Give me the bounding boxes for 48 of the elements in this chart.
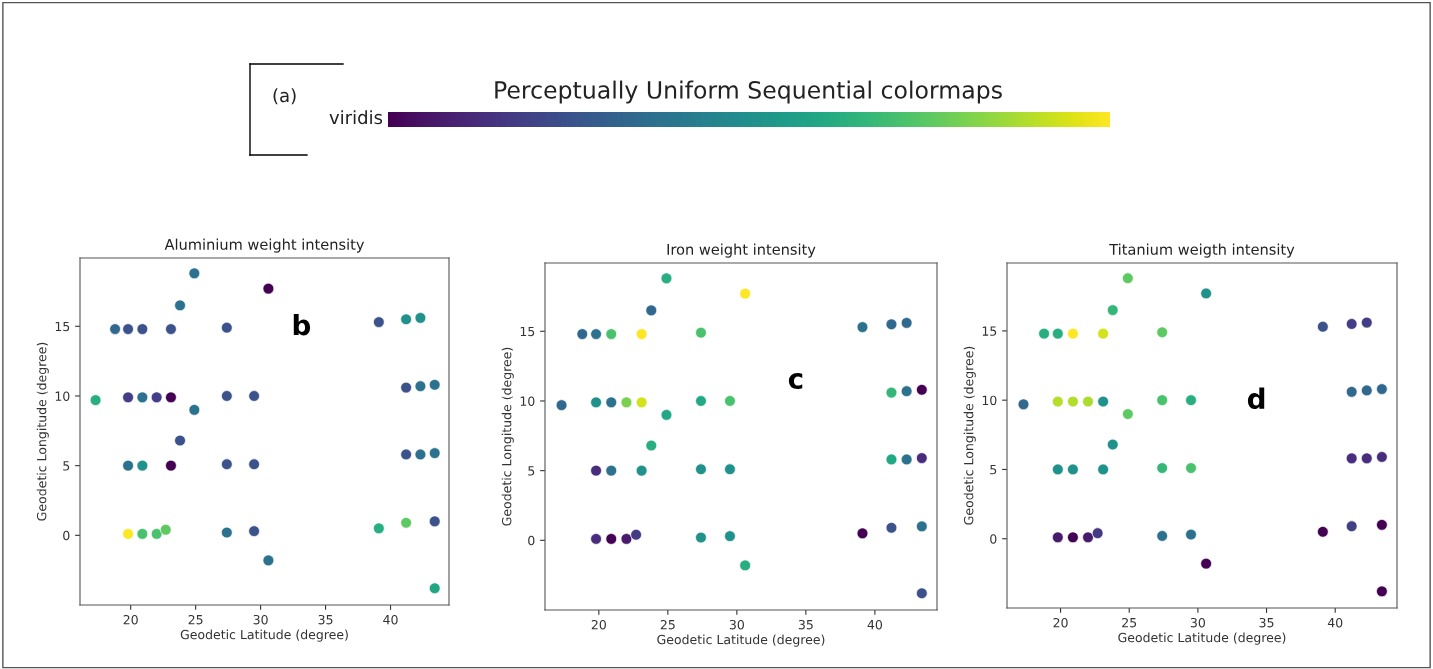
text: Perceptually Uniform Sequential colormaps xyxy=(495,80,1002,104)
x-tick-label: 20 xyxy=(1053,617,1068,628)
y-tick-label: 15 xyxy=(520,326,535,337)
x-tick-label: 25 xyxy=(660,619,675,630)
x-tick-label: 30 xyxy=(729,619,744,630)
x-tick-label: 25 xyxy=(1122,617,1137,628)
x-tick-label: 30 xyxy=(1190,617,1205,628)
text: (a) xyxy=(273,88,296,105)
point xyxy=(136,459,149,472)
y-tick-label: 15 xyxy=(55,321,70,332)
y-tick-label: 0 xyxy=(990,534,997,544)
y-tick-label: 5 xyxy=(63,461,70,471)
x-tick-label: 40 xyxy=(383,614,398,625)
y-axis-title: Geodetic Longitude (degree) xyxy=(963,346,976,525)
x-tick-label: 35 xyxy=(798,619,813,630)
y-tick-label: 10 xyxy=(520,396,535,406)
y-axis-title: Geodetic Longitude (degree) xyxy=(501,347,514,526)
y-tick-label: 10 xyxy=(982,395,997,406)
x-tick-label: 40 xyxy=(1327,617,1343,628)
x-axis-title: Geodetic Latitude (degree) xyxy=(657,634,825,647)
y-tick-label: 15 xyxy=(982,326,997,336)
text: viridis xyxy=(329,110,383,125)
point xyxy=(635,464,648,477)
chart-title: Iron weight intensity xyxy=(667,243,816,258)
y-axis-title: Geodetic Longitude (degree) xyxy=(36,342,49,521)
point xyxy=(262,554,275,567)
point xyxy=(885,386,898,399)
x-tick-label: 20 xyxy=(591,619,606,630)
x-tick-label: 25 xyxy=(188,614,203,625)
y-tick-label: 5 xyxy=(990,465,997,475)
x-tick-label: 35 xyxy=(1259,617,1274,628)
y-tick-label: 0 xyxy=(63,530,70,541)
x-axis-title: Geodetic Latitude (degree) xyxy=(180,629,348,642)
chart-title: Titanium weigth intensity xyxy=(1109,243,1295,258)
annotation: d xyxy=(1247,387,1265,410)
x-tick-label: 35 xyxy=(318,614,333,625)
annotation: c xyxy=(788,373,803,390)
x-tick-label: 20 xyxy=(123,614,138,625)
x-tick-label: 40 xyxy=(867,619,883,630)
annotation: b xyxy=(293,313,311,336)
point xyxy=(635,396,648,409)
x-axis-title: Geodetic Latitude (degree) xyxy=(1118,632,1286,645)
y-tick-label: 0 xyxy=(528,535,535,546)
point xyxy=(262,282,275,295)
y-tick-label: 5 xyxy=(528,466,535,476)
y-tick-label: 10 xyxy=(55,391,70,401)
x-tick-label: 30 xyxy=(253,614,268,625)
chart-title: Aluminium weight intensity xyxy=(164,238,365,253)
